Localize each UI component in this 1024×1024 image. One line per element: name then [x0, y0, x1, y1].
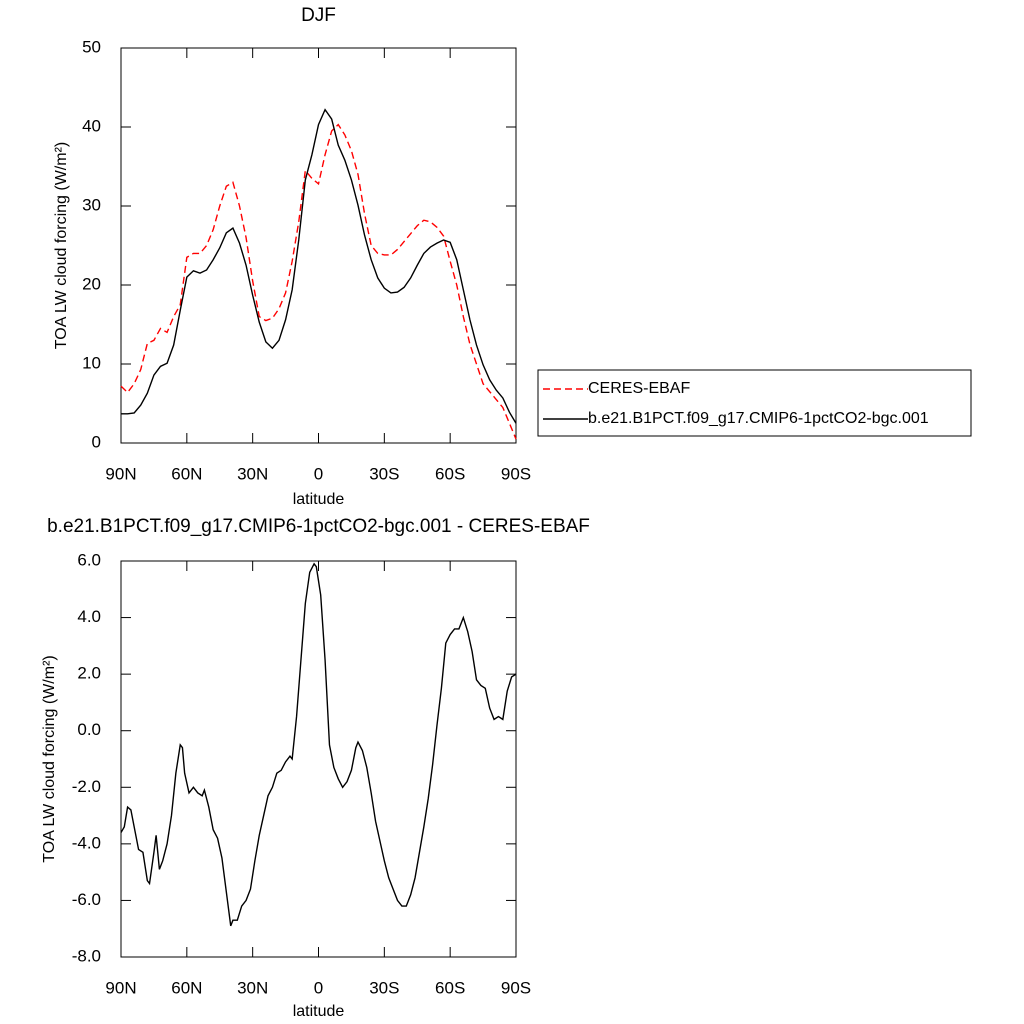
x-tick-label: 0 [314, 464, 323, 483]
x-tick-label: 30N [237, 464, 268, 483]
y-tick-label: 30 [82, 195, 101, 214]
y-axis-label: TOA LW cloud forcing (W/m²) [41, 655, 58, 862]
y-tick-label: 2.0 [77, 664, 101, 683]
x-tick-label: 90N [105, 464, 136, 483]
chart-title: b.e21.B1PCT.f09_g17.CMIP6-1pctCO2-bgc.00… [47, 516, 590, 537]
plot-frame [120, 560, 517, 958]
data-line [120, 562, 517, 927]
x-tick-label: 30S [369, 978, 399, 997]
x-tick-label: 60N [171, 464, 202, 483]
y-tick-label: -6.0 [72, 890, 101, 909]
x-tick-label: 90S [501, 464, 531, 483]
y-tick-label: -4.0 [72, 833, 101, 852]
y-tick-label: 0.0 [77, 720, 101, 739]
y-tick-label: 0 [92, 432, 101, 451]
x-tick-label: 60S [435, 464, 465, 483]
x-tick-label: 30S [369, 464, 399, 483]
x-axis-label: latitude [293, 491, 345, 508]
chart-title: DJF [301, 5, 336, 26]
data-line [121, 108, 517, 424]
y-tick-label: 40 [82, 116, 101, 135]
x-tick-label: 60N [171, 978, 202, 997]
legend-box [537, 369, 972, 437]
x-tick-label: 0 [314, 978, 323, 997]
y-axis-label: TOA LW cloud forcing (W/m²) [53, 142, 70, 349]
x-tick-label: 90N [105, 978, 136, 997]
plot-frame [120, 47, 517, 444]
x-tick-label: 60S [435, 978, 465, 997]
x-tick-label: 90S [501, 978, 531, 997]
x-tick-label: 30N [237, 978, 268, 997]
y-tick-label: 10 [82, 353, 101, 372]
data-line [120, 123, 517, 440]
legend-label: b.e21.B1PCT.f09_g17.CMIP6-1pctCO2-bgc.00… [588, 410, 929, 427]
y-tick-label: -2.0 [72, 777, 101, 796]
y-tick-label: -8.0 [72, 946, 101, 965]
x-axis-label: latitude [293, 1003, 345, 1020]
y-tick-label: 20 [82, 274, 101, 293]
legend-label: CERES-EBAF [588, 380, 690, 397]
y-tick-label: 6.0 [77, 550, 101, 569]
y-tick-label: 4.0 [77, 607, 101, 626]
y-tick-label: 50 [82, 37, 101, 56]
